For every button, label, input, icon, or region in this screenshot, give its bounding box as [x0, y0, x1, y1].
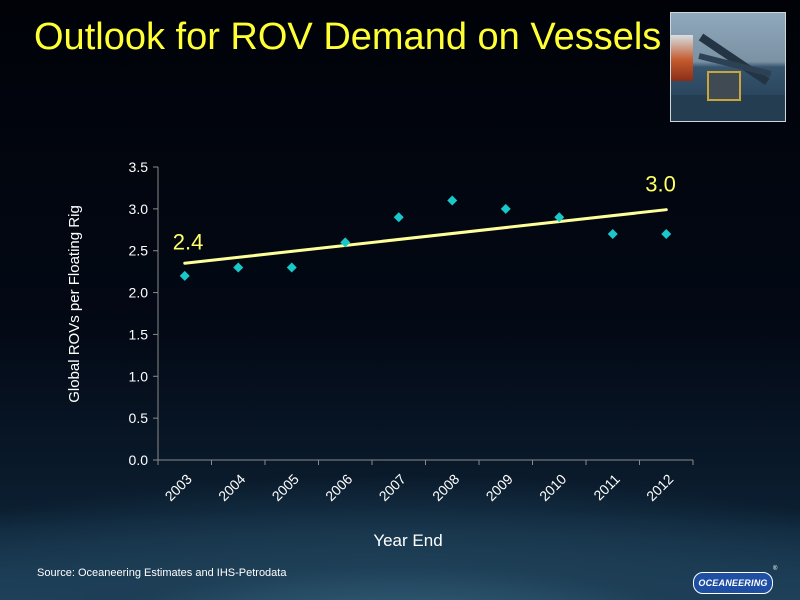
slide-title: Outlook for ROV Demand on Vessels: [34, 16, 662, 58]
registered-mark: ®: [773, 566, 778, 572]
y-tick-label: 2.0: [129, 285, 149, 301]
data-point: [233, 262, 244, 273]
y-axis-label: Global ROVs per Floating Rig: [66, 205, 83, 403]
data-point: [500, 203, 511, 214]
x-tick-label: 2003: [162, 471, 195, 504]
source-note: Source: Oceaneering Estimates and IHS-Pe…: [37, 567, 287, 579]
x-tick-label: 2004: [215, 471, 248, 504]
data-point: [661, 228, 672, 239]
rov-unit: [707, 71, 741, 101]
data-point: [607, 228, 618, 239]
y-tick-label: 2.5: [129, 243, 149, 259]
data-point: [554, 212, 565, 223]
y-tick-label: 3.0: [129, 201, 149, 217]
y-tick-label: 0.0: [129, 452, 149, 468]
x-tick-label: 2007: [376, 471, 409, 504]
x-tick-label: 2012: [643, 471, 676, 504]
data-point: [393, 212, 404, 223]
data-point: [340, 237, 351, 248]
data-points: [179, 195, 672, 281]
x-axis-label: Year End: [373, 531, 442, 550]
data-point: [179, 270, 190, 281]
x-tick-label: 2005: [269, 471, 302, 504]
start-value-annotation: 2.4: [173, 229, 204, 254]
oceaneering-logo: OCEANEERING: [693, 572, 773, 594]
y-tick-label: 1.5: [129, 326, 149, 342]
logo-text: OCEANEERING: [698, 578, 768, 588]
y-tick-label: 0.5: [129, 410, 149, 426]
chart-axes: [157, 167, 693, 461]
data-point: [447, 195, 458, 206]
end-value-annotation: 3.0: [645, 172, 676, 197]
annotations: 2.4 3.0: [173, 172, 676, 255]
x-tick-label: 2011: [590, 471, 623, 504]
y-tick-label: 1.0: [129, 368, 149, 384]
y-tick-label: 3.5: [129, 159, 149, 175]
x-tick-label: 2010: [536, 471, 569, 504]
data-point: [286, 262, 297, 273]
x-tick-label: 2008: [429, 471, 462, 504]
rov-vessel-photo: [670, 12, 786, 122]
y-axis-ticks: 0.0 0.5 1.0 1.5 2.0 2.5 3.0 3.5: [129, 159, 158, 468]
x-tick-label: 2009: [483, 471, 516, 504]
x-tick-label: 2006: [322, 471, 355, 504]
vessel-hull: [671, 35, 693, 81]
trendline: [183, 208, 668, 265]
trendline-group: [183, 208, 668, 265]
x-axis-ticks: 2003 2004 2005 2006 2007 2008 2009 2010 2011 2012: [157, 460, 694, 504]
